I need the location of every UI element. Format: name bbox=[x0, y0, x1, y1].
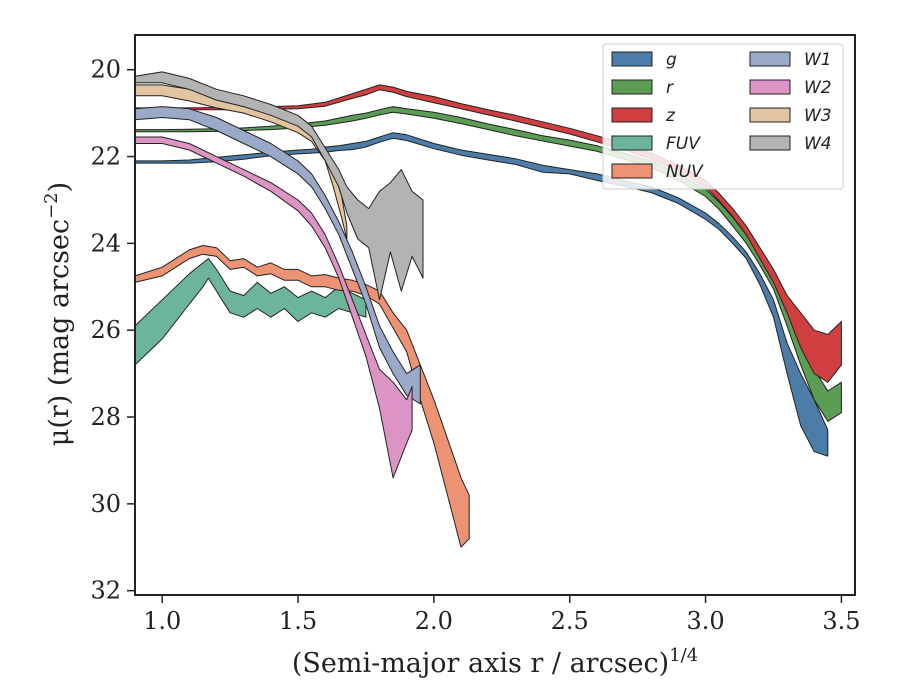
y-tick-label: 32 bbox=[90, 577, 121, 605]
legend-swatch bbox=[749, 79, 791, 95]
legend-swatch bbox=[749, 135, 791, 151]
legend-label: W1 bbox=[804, 50, 832, 70]
legend-swatch bbox=[611, 107, 653, 123]
series-band-g bbox=[134, 132, 829, 457]
legend-entry-w3: W3 bbox=[749, 106, 832, 126]
legend-swatch bbox=[749, 107, 791, 123]
legend-swatch bbox=[611, 163, 653, 179]
legend-swatch bbox=[749, 51, 791, 67]
legend-entry-r: r bbox=[611, 78, 674, 98]
y-tick-label: 22 bbox=[90, 143, 121, 171]
legend-entry-w4: W4 bbox=[749, 134, 832, 154]
y-tick-label: 28 bbox=[90, 403, 121, 431]
x-tick-label: 2.0 bbox=[415, 607, 453, 635]
legend-label: g bbox=[666, 50, 677, 70]
x-axis-label: (Semi-major axis r / arcsec)1/4 bbox=[292, 645, 698, 679]
legend-label: r bbox=[666, 78, 674, 98]
x-tick-label: 1.0 bbox=[143, 607, 181, 635]
legend-swatch bbox=[611, 79, 653, 95]
legend-entry-w2: W2 bbox=[749, 78, 832, 98]
x-tick-label: 2.5 bbox=[551, 607, 589, 635]
series-band-fuv bbox=[134, 258, 367, 366]
x-tick-label: 3.0 bbox=[686, 607, 724, 635]
legend-swatch bbox=[611, 135, 653, 151]
legend-entry-z: z bbox=[611, 106, 676, 126]
legend-items: grz FUV NUV W1 W2 W3 W4 bbox=[611, 50, 832, 182]
legend-label: W4 bbox=[804, 134, 832, 154]
legend-label: W2 bbox=[804, 78, 832, 98]
y-tick-label: 26 bbox=[90, 316, 121, 344]
legend: grz FUV NUV W1 W2 W3 W4 bbox=[602, 43, 844, 190]
y-tick-label: 24 bbox=[90, 229, 121, 257]
legend-entry-fuv: FUV bbox=[611, 134, 701, 154]
y-tick-label: 30 bbox=[90, 490, 121, 518]
legend-label: W3 bbox=[804, 106, 832, 126]
series-band-r bbox=[134, 106, 842, 422]
legend-label: NUV bbox=[666, 162, 704, 182]
legend-swatch bbox=[611, 51, 653, 67]
legend-entry-w1: W1 bbox=[749, 50, 832, 70]
y-axis-label: μ(r) (mag arcsec−2) bbox=[41, 182, 75, 446]
legend-entry-nuv: NUV bbox=[611, 162, 704, 182]
series-band-nuv bbox=[134, 245, 470, 548]
ticks-layer: 1.0 1.5 2.0 2.5 3.0 3.5 20 22 24 26 28 30 32 bbox=[90, 56, 860, 635]
x-tick-label: 3.5 bbox=[822, 607, 860, 635]
legend-entry-g: g bbox=[611, 50, 677, 70]
plot-frame bbox=[134, 34, 856, 596]
y-tick-label: 20 bbox=[90, 56, 121, 84]
legend-label: z bbox=[665, 106, 676, 126]
series-band-w4 bbox=[134, 71, 424, 301]
legend-label: FUV bbox=[666, 134, 701, 154]
series-band-w2 bbox=[134, 136, 413, 479]
x-tick-label: 1.5 bbox=[279, 607, 317, 635]
series-band-w1 bbox=[134, 106, 421, 405]
